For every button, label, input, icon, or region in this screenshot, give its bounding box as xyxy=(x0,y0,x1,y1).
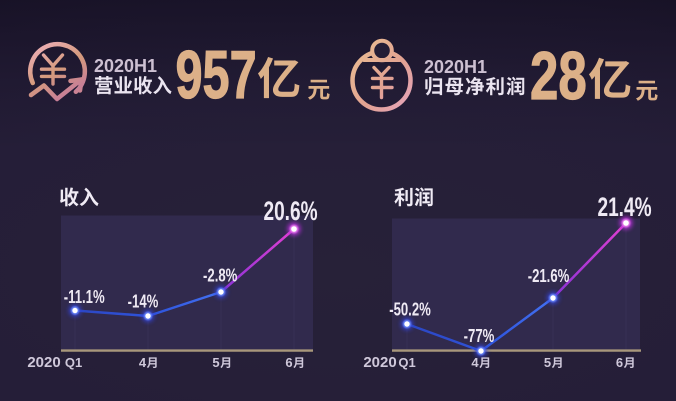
svg-text:5: 5 xyxy=(212,355,219,370)
svg-text:-14%: -14% xyxy=(128,291,159,312)
svg-text:-2.8%: -2.8% xyxy=(203,266,237,287)
svg-text:28: 28 xyxy=(530,38,587,114)
svg-text:2020H1: 2020H1 xyxy=(424,57,487,77)
svg-text:-11.1%: -11.1% xyxy=(64,287,105,308)
svg-text:6: 6 xyxy=(616,355,623,370)
svg-text:4: 4 xyxy=(471,355,479,370)
svg-text:2020H1: 2020H1 xyxy=(94,56,157,76)
svg-text:Q1: Q1 xyxy=(398,355,415,370)
svg-text:957: 957 xyxy=(176,36,257,113)
svg-text:-50.2%: -50.2% xyxy=(389,299,431,320)
svg-text:6: 6 xyxy=(285,355,292,370)
svg-text:20.6%: 20.6% xyxy=(263,196,317,226)
svg-text:4: 4 xyxy=(139,355,147,370)
svg-text:-77%: -77% xyxy=(464,326,495,347)
svg-text:2020: 2020 xyxy=(27,354,60,371)
svg-text:-21.6%: -21.6% xyxy=(528,266,570,287)
svg-text:Q1: Q1 xyxy=(65,355,82,370)
svg-text:2020: 2020 xyxy=(363,354,396,371)
svg-text:21.4%: 21.4% xyxy=(597,192,651,222)
svg-text:5: 5 xyxy=(544,355,551,370)
